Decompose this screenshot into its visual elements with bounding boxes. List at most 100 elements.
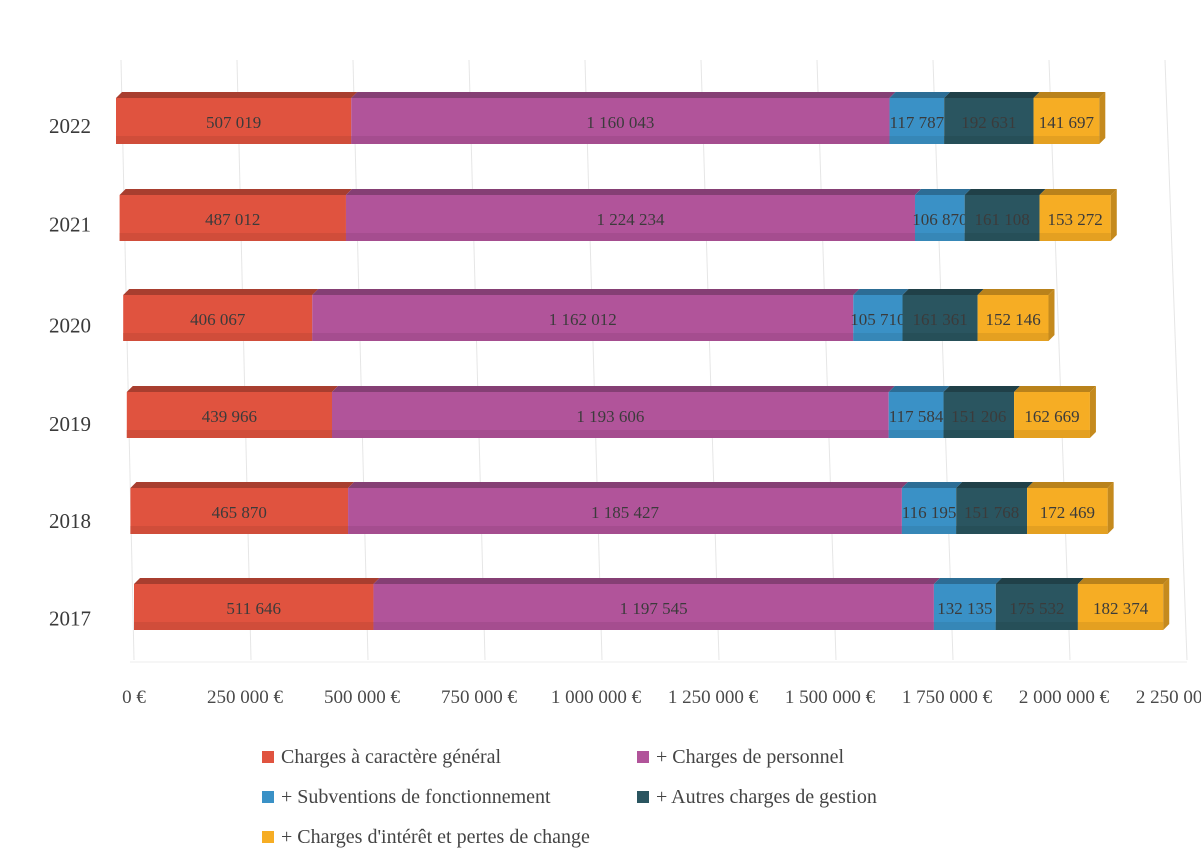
gridline [236, 59, 252, 661]
bar-segment-2017-1: 511 646 [134, 578, 380, 630]
bar-segment-2018-3: 116 195 [901, 482, 963, 534]
bar-segment-top [964, 189, 1046, 195]
category-label-2019: 2019 [49, 412, 91, 436]
legend-swatch [637, 791, 649, 803]
bar-segment-2020-3: 105 710 [850, 289, 909, 341]
category-label-2017: 2017 [49, 607, 91, 631]
bar-segment-shadow [1014, 430, 1090, 438]
gridline [700, 59, 720, 661]
data-label: 1 185 427 [591, 503, 660, 522]
data-label: 162 669 [1024, 407, 1079, 426]
bar-segment-top [123, 289, 319, 295]
bar-segment-shadow [1033, 136, 1100, 144]
bar-segment-2019-5: 162 669 [1014, 386, 1096, 438]
bar-segment-shadow [134, 622, 374, 630]
x-tick-label: 1 000 000 € [551, 687, 642, 708]
bar-segment-shadow [126, 430, 333, 438]
bar-end-cap [1099, 92, 1106, 144]
x-tick-label: 500 000 € [324, 687, 401, 708]
legend-item-3: + Subventions de fonctionnement [262, 782, 637, 812]
bar-segment-2019-1: 439 966 [126, 386, 339, 438]
bar-segment-shadow [332, 430, 889, 438]
legend-item-4: + Autres charges de gestion [637, 782, 967, 812]
bar-segment-top [995, 578, 1084, 584]
bar-segment-top [126, 386, 339, 392]
bar-segment-2018-5: 172 469 [1027, 482, 1114, 534]
x-tick-label: 0 € [122, 687, 146, 708]
bar-segment-top [956, 482, 1034, 488]
bar-segment-top [345, 189, 921, 195]
x-tick-label: 1 750 000 € [902, 687, 993, 708]
bar-segment-2022-2: 1 160 043 [351, 92, 896, 144]
bar-segment-top [1014, 386, 1096, 392]
bar-segment-shadow [944, 136, 1034, 144]
bar-segment-top [119, 189, 352, 195]
data-label: 406 067 [190, 310, 246, 329]
bar-segment-shadow [902, 333, 978, 341]
legend-swatch [262, 791, 274, 803]
data-label: 511 646 [226, 599, 281, 618]
data-label: 1 160 043 [586, 113, 654, 132]
bar-segment-shadow [889, 136, 945, 144]
category-label-2021: 2021 [49, 212, 91, 236]
bar-segment-2020-4: 161 361 [902, 289, 984, 341]
data-label: 151 206 [951, 407, 1006, 426]
bar-segments: 507 019 1 160 043 117 787 192 631 141 697 487… [116, 92, 1170, 630]
bar-segment-2022-5: 141 697 [1033, 92, 1106, 144]
bar-segment-2017-5: 182 374 [1077, 578, 1170, 630]
data-label: 1 224 234 [596, 210, 665, 229]
bar-segment-top [901, 482, 963, 488]
bar-segment-shadow [1077, 622, 1164, 630]
bar-segment-2022-3: 117 787 [889, 92, 951, 144]
gridline [352, 59, 369, 661]
bar-segment-shadow [853, 333, 903, 341]
y-axis-category-labels: 2022 2021 2020 2019 2018 2017 [49, 114, 91, 631]
x-tick-label: 1 500 000 € [785, 687, 876, 708]
legend-swatch [262, 831, 274, 843]
x-tick-label: 250 000 € [207, 687, 284, 708]
legend-label: + Charges d'intérêt et pertes de change [281, 825, 590, 848]
bar-end-cap [1107, 482, 1114, 534]
gridline [816, 59, 837, 661]
x-tick-label: 750 000 € [441, 687, 518, 708]
bar-end-cap [1089, 386, 1096, 438]
bar-segment-2021-5: 153 272 [1039, 189, 1117, 241]
bar-segment-shadow [964, 233, 1040, 241]
bar-segment-top [130, 482, 355, 488]
bar-segment-top [116, 92, 358, 98]
legend-swatch [637, 751, 649, 763]
legend-label: + Subventions de fonctionnement [281, 785, 551, 808]
bar-segment-shadow [995, 622, 1078, 630]
data-label: 105 710 [850, 310, 905, 329]
data-label: 439 966 [202, 407, 257, 426]
bar-segment-top [1033, 92, 1106, 98]
bar-segment-shadow [933, 622, 996, 630]
data-label: 132 135 [937, 599, 992, 618]
data-label: 153 272 [1048, 210, 1103, 229]
x-axis-tick-labels: 0 € 250 000 € 500 000 € 750 000 € 1 000 000 … [122, 687, 1201, 708]
bar-segment-top [312, 289, 860, 295]
bar-end-cap [1163, 578, 1170, 630]
gridline [1048, 59, 1071, 661]
bar-segment-top [1027, 482, 1114, 488]
bar-segment-shadow [130, 526, 349, 534]
category-label-2022: 2022 [49, 114, 91, 138]
bar-segment-shadow [348, 526, 902, 534]
gridline [584, 59, 603, 661]
bar-segment-2021-1: 487 012 [119, 189, 352, 241]
data-label: 1 162 012 [549, 310, 617, 329]
bar-segment-shadow [119, 233, 346, 241]
data-label: 1 197 545 [620, 599, 688, 618]
data-label: 141 697 [1039, 113, 1095, 132]
data-label: 182 374 [1093, 599, 1149, 618]
data-label: 161 108 [974, 210, 1029, 229]
legend-label: + Autres charges de gestion [656, 785, 877, 808]
gridline [932, 59, 954, 661]
bar-segment-2021-3: 106 870 [912, 189, 971, 241]
bar-segment-shadow [977, 333, 1049, 341]
bar-segment-shadow [1027, 526, 1108, 534]
bar-segment-2018-4: 151 768 [956, 482, 1034, 534]
gridlines [120, 59, 1188, 663]
bar-segment-2022-1: 507 019 [116, 92, 358, 144]
bar-segment-shadow [914, 233, 965, 241]
